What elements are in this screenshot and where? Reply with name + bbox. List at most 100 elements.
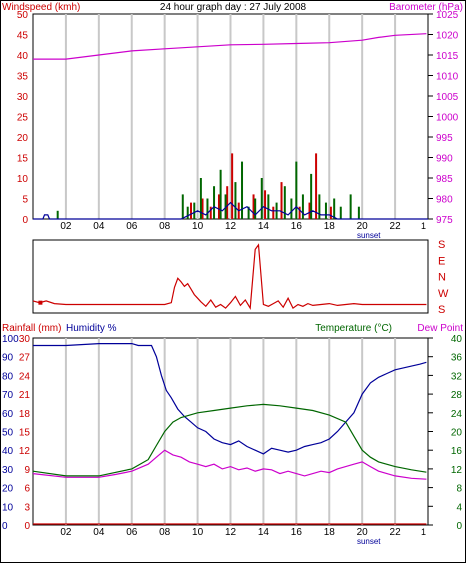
rainfall-tick-label: 3: [24, 502, 30, 513]
temp-x-tick-label: 14: [258, 527, 270, 538]
barometer-tick-label: 1020: [436, 31, 459, 42]
barometer-tick-label: 1025: [436, 10, 459, 21]
rainfall-tick-label: 21: [19, 390, 31, 401]
temp-x-tick-label: 10: [192, 527, 204, 538]
wind-x-tick-end: 1: [421, 221, 426, 231]
windspeed-tick-label: 5: [22, 195, 28, 206]
rainfall-axis-label: Rainfall (mm): [2, 323, 61, 334]
humidity-tick-label: 30: [2, 465, 14, 476]
windspeed-tick-label: 50: [17, 10, 29, 21]
rainfall-tick-label: 30: [19, 334, 31, 345]
humidity-line: [33, 343, 427, 455]
temperature-axis-label: Temperature (°C): [315, 323, 392, 334]
temperature-tick-label: 32: [451, 371, 463, 382]
windspeed-tick-label: 40: [17, 51, 29, 62]
temperature-tick-label: 16: [451, 446, 463, 457]
wind-x-tick-label: 12: [225, 221, 237, 232]
barometer-tick-label: 990: [436, 154, 453, 165]
wind-average-line: [33, 201, 428, 220]
windspeed-tick-label: 20: [17, 133, 29, 144]
humidity-axis-label: Humidity %: [66, 323, 117, 334]
wind-x-tick-label: 16: [291, 221, 303, 232]
temp-x-tick-label: 06: [126, 527, 138, 538]
wind-x-tick-label: 04: [93, 221, 105, 232]
barometer-tick-label: 1000: [436, 113, 459, 124]
temp-x-tick-label: 02: [60, 527, 72, 538]
direction-tick-label: S: [438, 304, 445, 316]
humidity-tick-label: 20: [2, 484, 14, 495]
humidity-tick-label: 50: [2, 428, 14, 439]
windspeed-tick-label: 10: [17, 174, 29, 185]
temperature-tick-label: 8: [456, 484, 462, 495]
rainfall-tick-label: 24: [19, 371, 31, 382]
barometer-line: [33, 33, 427, 60]
rainfall-tick-label: 6: [24, 484, 30, 495]
direction-tick-label: E: [438, 255, 445, 267]
wind-x-tick-label: 22: [390, 221, 402, 232]
humidity-tick-label: 60: [2, 409, 14, 420]
temperature-tick-label: 12: [451, 465, 463, 476]
barometer-tick-label: 985: [436, 174, 453, 185]
barometer-tick-label: 980: [436, 195, 453, 206]
rainfall-tick-label: 0: [24, 521, 30, 532]
humidity-tick-label: 0: [2, 521, 8, 532]
temperature-humidity-panel: 02 04 06 08 10 12 14 16 18 20 22 1sunset01020304050…: [2, 334, 462, 546]
windspeed-tick-label: 45: [17, 31, 29, 42]
rainfall-tick-label: 18: [19, 409, 31, 420]
wind-x-tick-label: 10: [192, 221, 204, 232]
direction-tick-label: S: [438, 239, 445, 251]
temp-x-tick-end: 1: [421, 527, 426, 537]
wind-x-tick-label: 02: [60, 221, 72, 232]
direction-marker: [38, 300, 43, 305]
temp-x-tick-label: 18: [324, 527, 336, 538]
temperature-tick-label: 28: [451, 390, 463, 401]
rainfall-tick-label: 27: [19, 353, 31, 364]
dewpoint-axis-label: Dew Point: [417, 323, 463, 334]
humidity-tick-label: 70: [2, 390, 14, 401]
chart-title: 24 hour graph day : 27 July 2008: [160, 2, 307, 13]
direction-plot-area: [32, 239, 429, 314]
barometer-axis-label: Barometer (hPa): [389, 2, 463, 13]
rainfall-tick-label: 15: [19, 428, 31, 439]
temp-x-tick-label: 12: [225, 527, 237, 538]
windspeed-tick-label: 35: [17, 72, 29, 83]
windspeed-tick-label: 30: [17, 92, 29, 103]
temperature-line: [32, 403, 427, 477]
temperature-tick-label: 4: [456, 502, 462, 513]
temperature-tick-label: 36: [451, 353, 463, 364]
humidity-tick-label: 10: [2, 502, 14, 513]
wind-barometer-panel: 02 04 06 08 10 12 14 16 18 20 22 1sunset05101520253…: [17, 10, 459, 240]
humidity-tick-label: 90: [2, 353, 14, 364]
humidity-tick-label: 40: [2, 446, 14, 457]
direction-tick-label: N: [438, 272, 446, 284]
wind-x-tick-label: 14: [258, 221, 270, 232]
windspeed-tick-label: 25: [17, 113, 29, 124]
barometer-tick-label: 1010: [436, 72, 459, 83]
barometer-tick-label: 1015: [436, 51, 459, 62]
humidity-tick-label: 100: [2, 334, 19, 345]
wind-x-tick-label: 06: [126, 221, 138, 232]
dewpoint-line: [32, 449, 427, 480]
direction-tick-label: W: [438, 288, 449, 300]
barometer-tick-label: 1005: [436, 92, 459, 103]
barometer-tick-label: 995: [436, 133, 453, 144]
temperature-tick-label: 24: [451, 409, 463, 420]
temp-x-tick-label: 20: [357, 527, 369, 538]
wind-x-tick-label: 20: [357, 221, 369, 232]
temperature-tick-label: 40: [451, 334, 463, 345]
sunset-label: sunset: [357, 537, 381, 546]
sunset-label: sunset: [357, 231, 381, 240]
temperature-tick-label: 0: [456, 521, 462, 532]
wind-direction-line: [32, 243, 427, 310]
temp-x-tick-label: 16: [291, 527, 303, 538]
humidity-tick-label: 80: [2, 371, 14, 382]
wind-x-tick-label: 18: [324, 221, 336, 232]
windspeed-axis-label: Windspeed (kmh): [2, 2, 80, 13]
temperature-tick-label: 20: [451, 428, 463, 439]
wind-x-tick-label: 08: [159, 221, 171, 232]
barometer-tick-label: 975: [436, 215, 453, 226]
rainfall-tick-label: 12: [19, 446, 31, 457]
